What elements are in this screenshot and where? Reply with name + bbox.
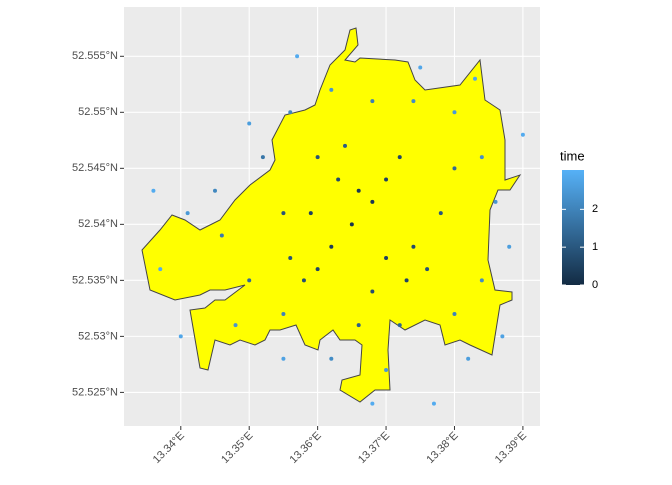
- point: [329, 356, 334, 361]
- point: [281, 211, 286, 216]
- point: [411, 244, 416, 249]
- point: [479, 278, 484, 283]
- point: [411, 99, 416, 104]
- point: [336, 177, 341, 182]
- point: [370, 199, 375, 204]
- district-outline: [141, 27, 522, 403]
- point: [479, 155, 484, 160]
- point: [397, 155, 402, 160]
- point: [281, 311, 286, 316]
- point: [185, 211, 190, 216]
- point: [418, 65, 423, 70]
- point: [329, 244, 334, 249]
- point: [452, 110, 457, 115]
- point: [329, 87, 334, 92]
- point: [308, 211, 313, 216]
- point: [397, 323, 402, 328]
- point: [301, 278, 306, 283]
- point: [315, 155, 320, 160]
- point: [384, 255, 389, 260]
- y-tick-label: 52.525°N: [72, 386, 118, 398]
- point: [260, 155, 265, 160]
- y-tick-label: 52.545°N: [72, 162, 118, 174]
- point: [473, 76, 477, 81]
- colorbar: [562, 170, 584, 285]
- x-tick-label: 13.34°E: [151, 430, 187, 466]
- x-tick-label: 13.36°E: [288, 430, 324, 466]
- x-tick-label: 13.35°E: [219, 430, 255, 466]
- point: [431, 401, 436, 406]
- point: [404, 278, 409, 283]
- point: [384, 367, 389, 372]
- point: [466, 356, 471, 361]
- y-tick-label: 52.535°N: [72, 274, 118, 286]
- x-tick-label: 13.38°E: [424, 430, 460, 466]
- colorbar-label: 2: [592, 203, 598, 215]
- point: [233, 323, 238, 328]
- y-tick-label: 52.54°N: [78, 218, 118, 230]
- colorbar-label: 0: [592, 279, 598, 291]
- point: [438, 211, 443, 216]
- point: [507, 244, 512, 249]
- point: [247, 121, 252, 126]
- point: [219, 233, 224, 238]
- x-tick-label: 13.37°E: [356, 430, 392, 466]
- point: [370, 401, 375, 406]
- point: [452, 311, 457, 316]
- point: [356, 188, 361, 193]
- point: [158, 267, 163, 272]
- point: [281, 356, 286, 361]
- legend-title: time: [560, 148, 585, 163]
- point: [315, 267, 320, 272]
- point: [370, 289, 375, 294]
- point: [247, 278, 252, 283]
- point: [288, 110, 293, 115]
- point: [151, 188, 156, 193]
- point: [343, 143, 347, 148]
- point: [213, 188, 217, 193]
- y-tick-label: 52.53°N: [78, 330, 118, 342]
- point: [178, 334, 183, 339]
- point: [493, 199, 498, 204]
- point: [295, 54, 300, 59]
- point: [349, 222, 354, 227]
- point: [452, 166, 457, 171]
- point: [288, 255, 293, 260]
- point: [425, 267, 430, 272]
- y-tick-label: 52.55°N: [78, 106, 118, 118]
- x-tick-label: 13.39°E: [493, 430, 529, 466]
- point: [356, 323, 361, 328]
- y-tick-label: 52.555°N: [72, 50, 118, 62]
- point: [384, 177, 389, 182]
- point: [500, 334, 505, 339]
- point: [370, 99, 375, 104]
- point: [520, 132, 525, 137]
- colorbar-label: 1: [592, 241, 598, 253]
